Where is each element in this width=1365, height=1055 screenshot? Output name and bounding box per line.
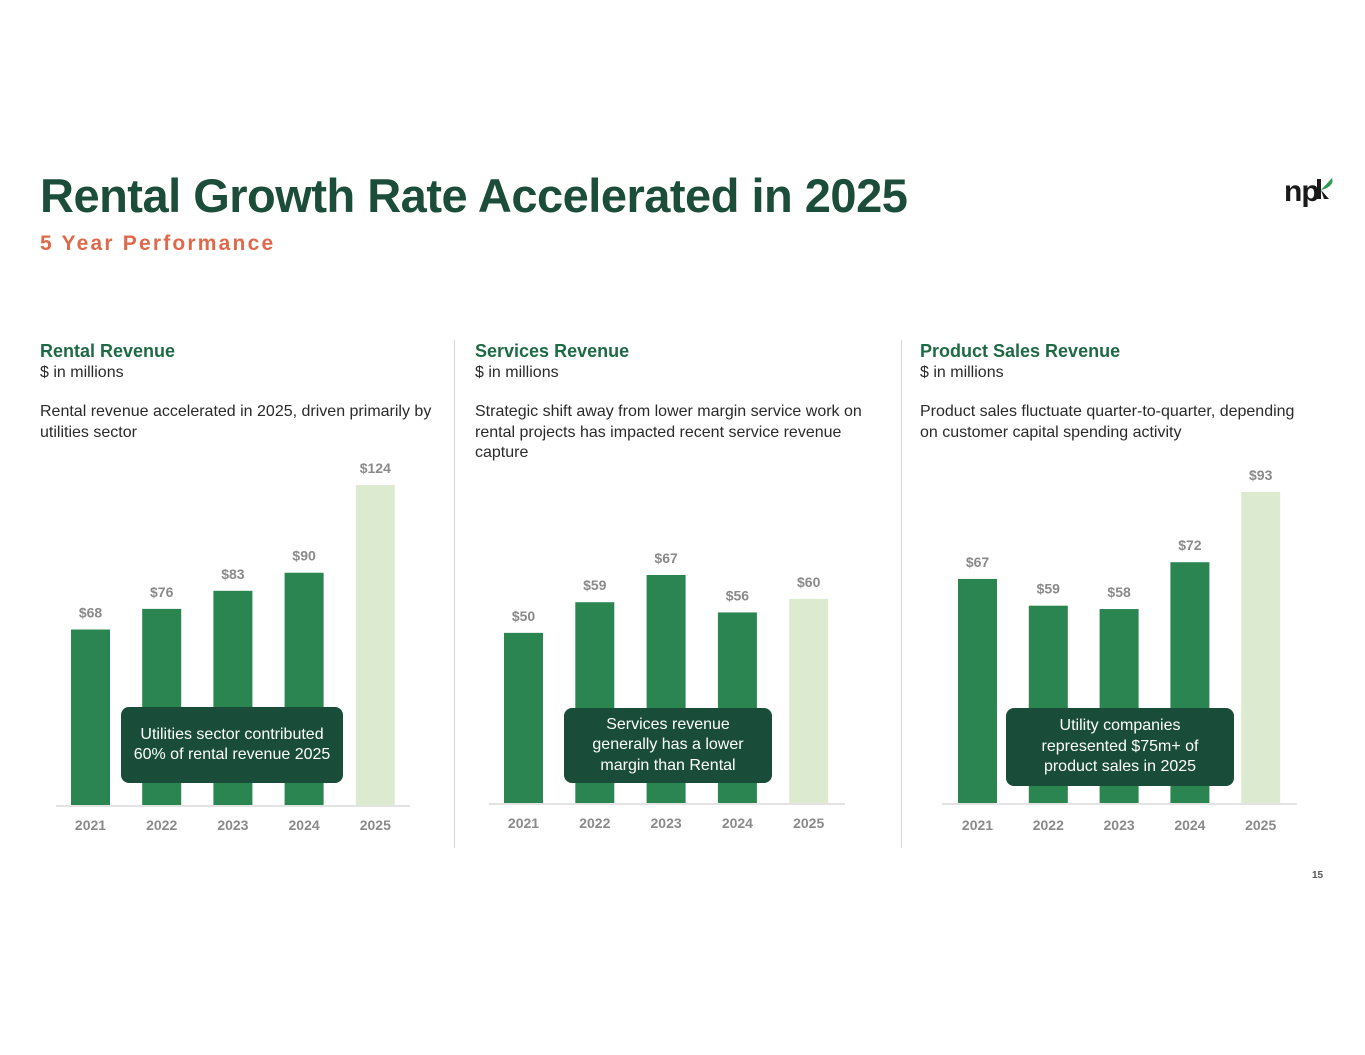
bar-value-label: $124 <box>360 460 391 476</box>
services-callout: Services revenue generally has a lower m… <box>564 708 772 783</box>
page-subtitle: 5 Year Performance <box>40 232 276 255</box>
panel-title: Product Sales Revenue <box>920 341 1121 361</box>
panel-description: Strategic shift away from lower margin s… <box>475 403 862 461</box>
panel-title: Rental Revenue <box>40 341 176 361</box>
panel-unit: $ in millions <box>475 364 559 381</box>
bar-value-label: $90 <box>292 548 316 564</box>
bar-value-label: $93 <box>1249 467 1273 483</box>
bar-2025 <box>1241 492 1281 803</box>
panel-unit: $ in millions <box>40 364 124 381</box>
bar-value-label: $76 <box>150 584 174 600</box>
x-tick-label: 2023 <box>651 815 682 831</box>
bar-value-label: $59 <box>583 577 607 593</box>
x-tick-label: 2023 <box>217 817 248 833</box>
page-title: Rental Growth Rate Accelerated in 2025 <box>40 169 908 222</box>
bar-value-label: $59 <box>1037 581 1061 597</box>
bar-2021 <box>504 632 543 803</box>
bar-2021 <box>71 629 110 805</box>
bar-value-label: $68 <box>79 605 103 621</box>
leaf-icon <box>1316 178 1333 199</box>
bar-value-label: $67 <box>966 554 990 570</box>
panel-divider <box>454 340 455 848</box>
x-tick-label: 2023 <box>1104 817 1135 833</box>
product-sales-revenue-panel: Product Sales Revenue $ in millions Prod… <box>920 340 1300 443</box>
x-tick-label: 2025 <box>1245 817 1276 833</box>
logo-text: np <box>1284 175 1320 208</box>
npk-logo: np <box>1284 174 1346 210</box>
x-tick-label: 2024 <box>1174 817 1205 833</box>
panel-unit: $ in millions <box>920 364 1004 381</box>
product-sales-callout: Utility companies represented $75m+ of p… <box>1006 708 1234 786</box>
bar-value-label: $58 <box>1107 584 1131 600</box>
rental-revenue-panel: Rental Revenue $ in millions Rental reve… <box>40 340 435 443</box>
x-tick-label: 2021 <box>75 817 106 833</box>
panel-description: Product sales fluctuate quarter-to-quart… <box>920 403 1295 441</box>
panel-title: Services Revenue <box>475 341 630 361</box>
panel-divider <box>901 340 902 848</box>
x-tick-label: 2022 <box>579 815 610 831</box>
bar-2025 <box>789 598 829 803</box>
rental-callout: Utilities sector contributed 60% of rent… <box>121 707 343 783</box>
bar-2021 <box>958 578 997 803</box>
bar-value-label: $60 <box>797 574 821 590</box>
services-revenue-panel: Services Revenue $ in millions Strategic… <box>475 340 870 464</box>
bar-value-label: $67 <box>654 550 678 566</box>
bar-value-label: $56 <box>726 587 750 603</box>
x-tick-label: 2025 <box>793 815 824 831</box>
x-tick-label: 2021 <box>508 815 539 831</box>
x-tick-label: 2022 <box>1033 817 1064 833</box>
page-number: 15 <box>1312 870 1324 881</box>
bar-value-label: $72 <box>1178 537 1202 553</box>
x-tick-label: 2024 <box>289 817 320 833</box>
x-tick-label: 2025 <box>360 817 391 833</box>
panel-description: Rental revenue accelerated in 2025, driv… <box>40 403 432 441</box>
bar-2025 <box>355 485 395 805</box>
x-tick-label: 2021 <box>962 817 993 833</box>
x-tick-label: 2024 <box>722 815 753 831</box>
bar-value-label: $83 <box>221 566 245 582</box>
bar-value-label: $50 <box>512 608 536 624</box>
x-tick-label: 2022 <box>146 817 177 833</box>
